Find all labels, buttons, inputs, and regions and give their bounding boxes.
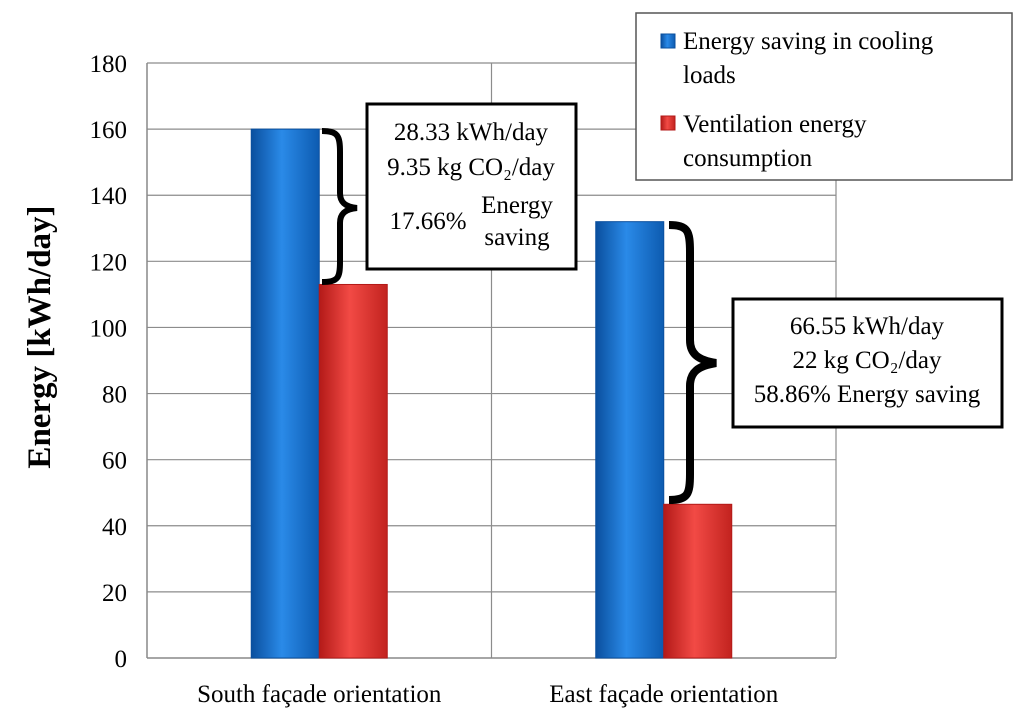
y-tick-label: 60 bbox=[102, 448, 127, 475]
y-tick-label: 20 bbox=[102, 580, 127, 607]
bars bbox=[250, 128, 733, 659]
south-brace bbox=[321, 128, 358, 285]
legend-label-cooling-line-2: loads bbox=[683, 62, 736, 89]
east-annotation-line-1: 66.55 kWh/day bbox=[790, 313, 945, 340]
bar-cooling-east bbox=[595, 221, 665, 659]
y-tick-label: 0 bbox=[115, 646, 128, 673]
category-label: East façade orientation bbox=[549, 681, 779, 708]
south-annotation-pct: 17.66% bbox=[389, 208, 466, 235]
south-annotation-line-2: 9.35 kg CO₂/day bbox=[387, 154, 555, 181]
y-tick-label: 160 bbox=[90, 117, 128, 144]
east-annotation: 66.55 kWh/day 22 kg CO₂/day 58.86% Energ… bbox=[668, 221, 1004, 504]
y-tick-label: 100 bbox=[90, 315, 128, 342]
y-tick-label: 180 bbox=[90, 51, 128, 78]
south-annotation-pct-label-1: Energy bbox=[481, 192, 553, 219]
legend-label-ventilation-line-1: Ventilation energy bbox=[683, 111, 867, 138]
y-tick-label: 140 bbox=[90, 183, 128, 210]
east-annotation-box bbox=[731, 297, 1004, 429]
legend-swatch-ventilation bbox=[660, 115, 676, 131]
east-annotation-line-2: 22 kg CO₂/day bbox=[793, 347, 942, 374]
legend-label-cooling-line-1: Energy saving in cooling bbox=[683, 28, 934, 55]
bar-cooling-south bbox=[250, 128, 320, 659]
south-annotation-line-1: 28.33 kWh/day bbox=[394, 119, 549, 146]
legend-label-ventilation-line-2: consumption bbox=[683, 145, 813, 172]
y-tick-labels: 0 20 40 60 80 100 120 140 160 180 bbox=[90, 51, 128, 673]
east-brace bbox=[668, 221, 717, 504]
south-annotation-box bbox=[365, 102, 578, 271]
category-label: South façade orientation bbox=[197, 681, 442, 708]
y-tick-label: 80 bbox=[102, 382, 127, 409]
south-annotation: 28.33 kWh/day 9.35 kg CO₂/day 17.66% Ene… bbox=[321, 102, 578, 285]
category-labels: South façade orientation East façade orie… bbox=[197, 681, 779, 708]
legend-box bbox=[635, 12, 1013, 181]
y-tick-label: 120 bbox=[90, 249, 128, 276]
south-annotation-pct-label-2: saving bbox=[484, 224, 550, 251]
legend: Energy saving in cooling loads Ventilati… bbox=[635, 12, 1013, 181]
y-axis-label: Energy [kWh/day] bbox=[22, 205, 58, 468]
east-annotation-line-3: 58.86% Energy saving bbox=[754, 381, 981, 408]
y-tick-label: 40 bbox=[102, 514, 127, 541]
legend-swatch-cooling bbox=[660, 33, 676, 49]
bar-ventilation-east bbox=[663, 503, 733, 659]
bar-ventilation-south bbox=[318, 283, 388, 659]
